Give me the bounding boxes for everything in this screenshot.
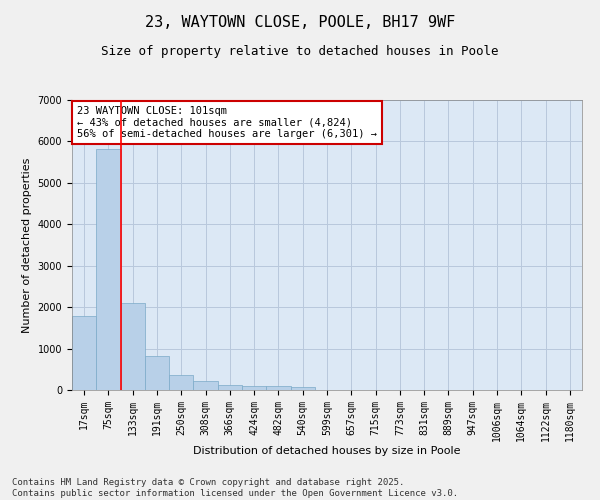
X-axis label: Distribution of detached houses by size in Poole: Distribution of detached houses by size … (193, 446, 461, 456)
Bar (242, 386, 266, 390)
Y-axis label: Number of detached properties: Number of detached properties (22, 158, 32, 332)
Text: Contains HM Land Registry data © Crown copyright and database right 2025.
Contai: Contains HM Land Registry data © Crown c… (12, 478, 458, 498)
Text: 23 WAYTOWN CLOSE: 101sqm
← 43% of detached houses are smaller (4,824)
56% of sem: 23 WAYTOWN CLOSE: 101sqm ← 43% of detach… (77, 106, 377, 139)
Bar (169, 374, 193, 390)
Bar (193, 382, 218, 390)
Bar (96, 149, 121, 390)
Bar (121, 304, 145, 390)
Bar (266, 386, 290, 390)
Bar (72, 316, 96, 390)
Bar (218, 384, 242, 390)
Bar (290, 388, 315, 390)
Bar (145, 356, 169, 390)
Text: Size of property relative to detached houses in Poole: Size of property relative to detached ho… (101, 45, 499, 58)
Text: 23, WAYTOWN CLOSE, POOLE, BH17 9WF: 23, WAYTOWN CLOSE, POOLE, BH17 9WF (145, 15, 455, 30)
